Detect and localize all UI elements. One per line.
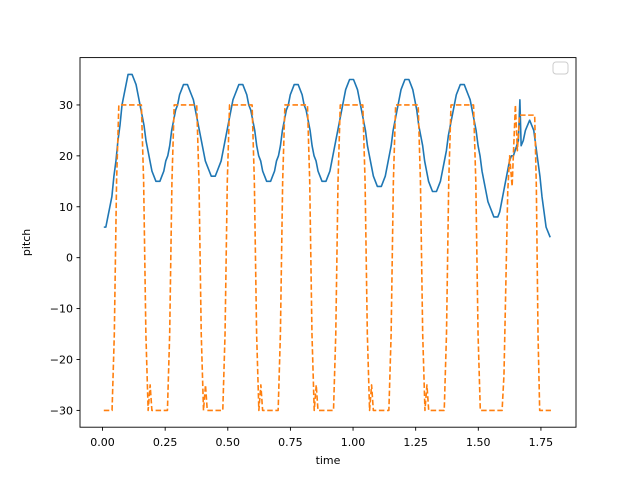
x-axis-tick-label: 1.25 bbox=[403, 436, 428, 449]
x-axis-tick-label: 1.75 bbox=[529, 436, 554, 449]
x-axis-tick-label: 0.75 bbox=[278, 436, 303, 449]
legend-box bbox=[552, 61, 569, 75]
y-axis-tick-label: −30 bbox=[50, 404, 73, 417]
x-axis-tick-label: 0.25 bbox=[153, 436, 178, 449]
series-line-pitch-contour-solid bbox=[103, 73, 551, 238]
x-axis-label: time bbox=[316, 454, 341, 467]
y-axis-tick-label: 30 bbox=[59, 99, 73, 112]
x-axis-tick-label: 1.50 bbox=[466, 436, 491, 449]
y-axis-label: pitch bbox=[20, 229, 33, 256]
series-line-pitch-contour-clipped-dashed bbox=[103, 104, 551, 412]
y-axis-tick-label: 20 bbox=[59, 150, 73, 163]
y-axis-tick-label: −20 bbox=[50, 353, 73, 366]
plot-frame bbox=[79, 57, 577, 428]
y-axis-tick-label: 0 bbox=[66, 252, 73, 265]
x-axis-tick-label: 0.00 bbox=[90, 436, 115, 449]
x-axis-tick-label: 0.50 bbox=[216, 436, 241, 449]
x-axis-tick-label: 1.00 bbox=[341, 436, 366, 449]
y-axis-tick-label: −10 bbox=[50, 303, 73, 316]
y-axis-tick-label: 10 bbox=[59, 201, 73, 214]
